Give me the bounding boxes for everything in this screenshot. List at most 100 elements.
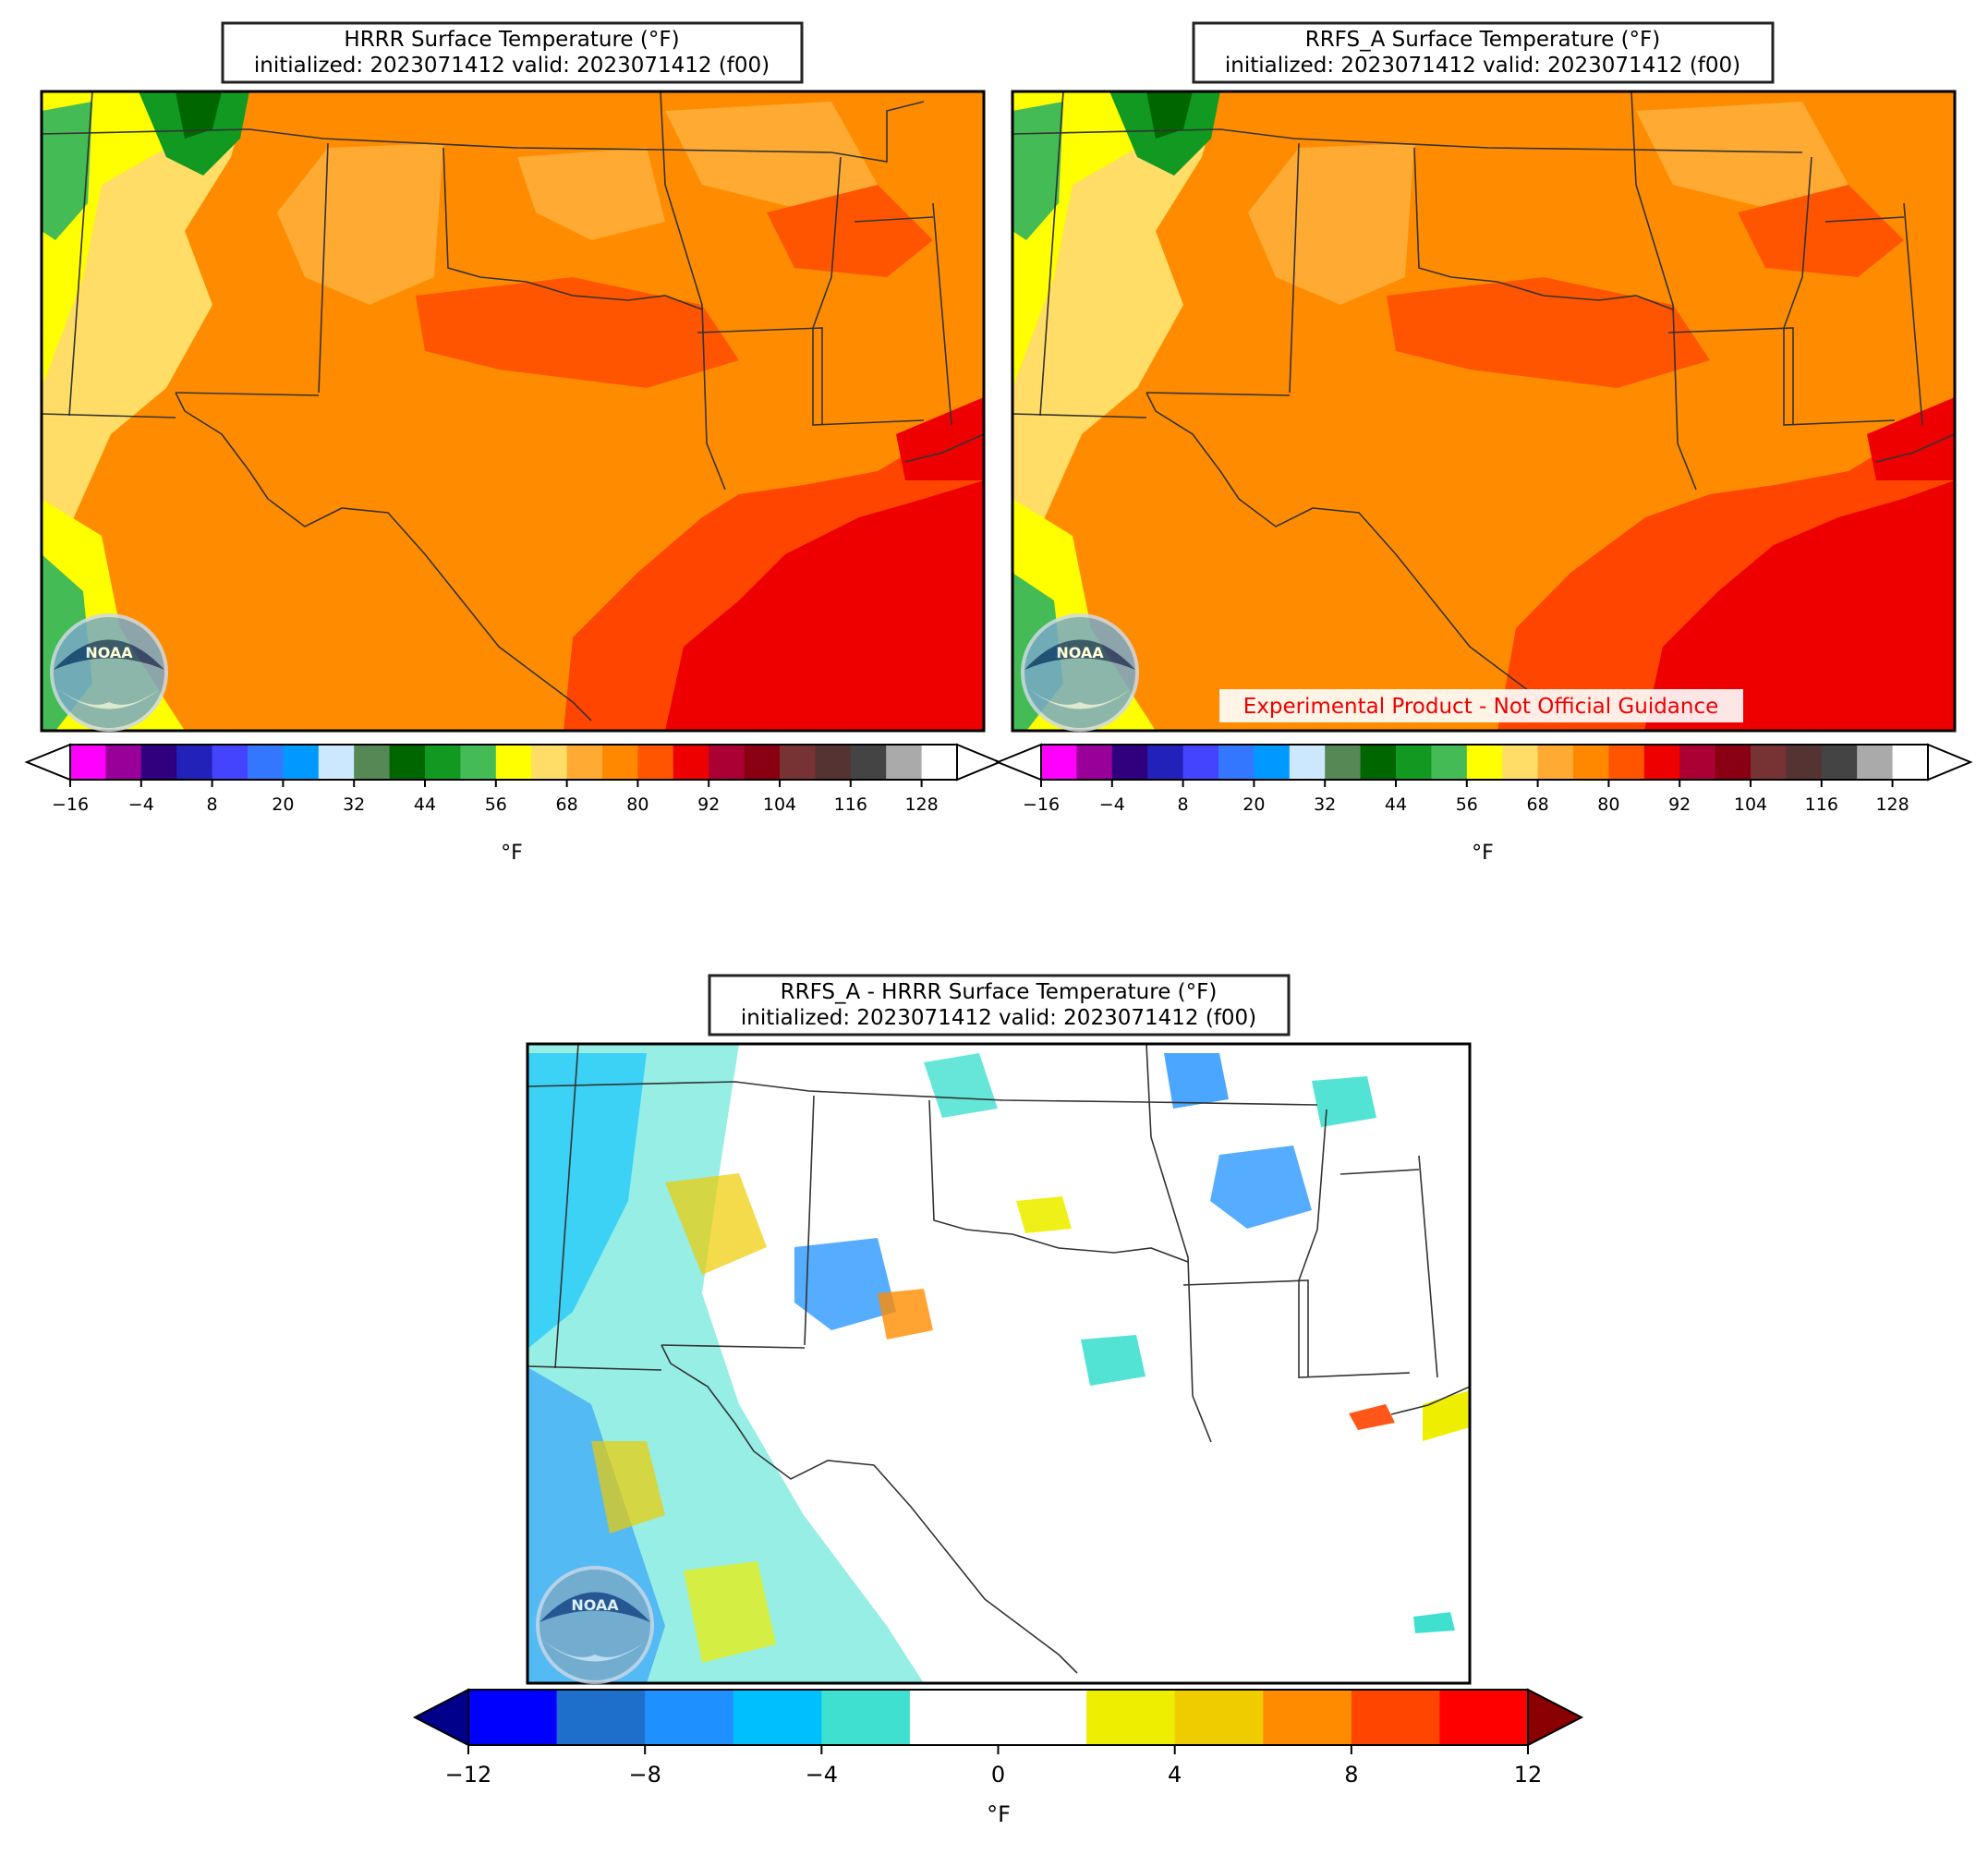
noaa-logo: NOAA: [1021, 613, 1139, 732]
colorbar-tick-label: −16: [1023, 794, 1060, 815]
panel-rrfs: RRFS_A Surface Temperature (°F) initiali…: [995, 21, 1973, 865]
panel-title-box: HRRR Surface Temperature (°F) initialize…: [221, 21, 804, 84]
colorbar-tick-label: 8: [207, 794, 218, 815]
colorbar-over-arrow: [1527, 1688, 1584, 1747]
colorbar-segments: [1041, 745, 1929, 780]
colorbar-segment: [1263, 1690, 1352, 1745]
colorbar-segment: [1289, 745, 1326, 780]
colorbar-tick-label: 8: [1178, 794, 1189, 815]
colorbar-tick-label: 92: [697, 794, 720, 815]
colorbar-tick-label: 56: [1456, 794, 1478, 815]
map-frame: [526, 1042, 1472, 1685]
colorbar-segment: [1182, 745, 1219, 780]
colorbar-segment: [176, 745, 213, 780]
colorbar-tick-label: 104: [763, 794, 796, 815]
colorbar-segment: [744, 745, 781, 780]
colorbar-ticks: −16 −4 8 20 32 44 56 68 80 92 104 116 128: [52, 780, 939, 815]
colorbar-segment: [105, 745, 142, 780]
colorbar-segment: [1147, 745, 1184, 780]
colorbar-segment: [1786, 745, 1823, 780]
map-frame: [1011, 90, 1957, 733]
colorbar-tick-label: 56: [485, 794, 507, 815]
colorbar-tick-label: 32: [1314, 794, 1336, 815]
colorbar: −16 −4 8 20 32 44 56 68 80 92 104 116 128 °F: [995, 743, 1973, 865]
colorbar-segment: [637, 745, 674, 780]
colorbar-tick-label: 68: [1527, 794, 1549, 815]
colorbar-tick-label: 68: [556, 794, 578, 815]
colorbar-segment: [1573, 745, 1609, 780]
panel-title-line2: initialized: 2023071412 valid: 202307141…: [741, 1006, 1256, 1030]
colorbar-segment: [1715, 745, 1752, 780]
colorbar-segment: [1111, 745, 1148, 780]
colorbar-tick-label: 44: [414, 794, 436, 815]
panel-title-box: RRFS_A Surface Temperature (°F) initiali…: [1192, 21, 1775, 84]
map-frame: [40, 90, 986, 733]
colorbar-segment: [645, 1690, 734, 1745]
colorbar-segment: [531, 745, 568, 780]
colorbar-segment: [283, 745, 320, 780]
colorbar-segment: [1396, 745, 1432, 780]
panel-title-line1: RRFS_A - HRRR Surface Temperature (°F): [781, 980, 1218, 1004]
colorbar-under-arrow: [995, 743, 1042, 782]
panel-difference: RRFS_A - HRRR Surface Temperature (°F) i…: [412, 974, 1584, 1827]
colorbar-tick-label: −8: [628, 1762, 661, 1788]
logo-text: NOAA: [571, 1596, 619, 1614]
colorbar-ticks: −12 −8 −4 0 4 8 12: [445, 1745, 1543, 1788]
colorbar-tick-label: 8: [1344, 1762, 1358, 1788]
colorbar-tick-label: 92: [1668, 794, 1691, 815]
logo-text: NOAA: [85, 644, 133, 661]
colorbar-tick-label: −4: [806, 1762, 838, 1788]
colorbar-segment: [921, 745, 958, 780]
noaa-logo: NOAA: [536, 1566, 654, 1684]
colorbar-over-arrow: [1927, 743, 1973, 782]
colorbar-segment: [850, 745, 887, 780]
colorbar-tick-label: −16: [52, 794, 89, 815]
colorbar-tick-label: 4: [1168, 1762, 1182, 1788]
colorbar-unit: °F: [987, 1801, 1011, 1827]
colorbar-segment: [1821, 745, 1858, 780]
colorbar-segment: [140, 745, 177, 780]
colorbar-segments: [468, 1690, 1529, 1745]
colorbar-segment: [1360, 745, 1397, 780]
colorbar-segment: [1254, 745, 1291, 780]
panel-hrrr: HRRR Surface Temperature (°F) initialize…: [24, 21, 1002, 865]
colorbar-tick-label: 128: [1875, 794, 1909, 815]
colorbar-segment: [733, 1690, 822, 1745]
colorbar-segment: [780, 745, 816, 780]
colorbar-tick-label: 12: [1514, 1762, 1543, 1788]
colorbar-segment: [709, 745, 746, 780]
colorbar-segment: [389, 745, 426, 780]
colorbar-segment: [998, 1690, 1087, 1745]
colorbar-segment: [1086, 1690, 1176, 1745]
colorbar-segment: [566, 745, 603, 780]
colorbar-segment: [460, 745, 497, 780]
colorbar-segment: [495, 745, 532, 780]
colorbar-over-arrow: [956, 743, 1002, 782]
colorbar-segment: [1892, 745, 1929, 780]
colorbar-segment: [1076, 745, 1113, 780]
colorbar-tick-label: 20: [1242, 794, 1265, 815]
colorbar-segment: [1325, 745, 1362, 780]
colorbar-segment: [909, 1690, 999, 1745]
colorbar-segment: [556, 1690, 646, 1745]
colorbar-tick-label: 104: [1734, 794, 1767, 815]
colorbar-segments: [70, 745, 958, 780]
colorbar-segment: [1041, 745, 1077, 780]
colorbar-unit: °F: [1472, 842, 1494, 865]
colorbar-segment: [602, 745, 638, 780]
colorbar-segment: [1351, 1690, 1440, 1745]
colorbar-segment: [1431, 745, 1468, 780]
colorbar: −16 −4 8 20 32 44 56 68 80 92 104 116 128 °F: [24, 743, 1002, 865]
difference-map: [527, 1044, 1470, 1683]
colorbar-tick-label: 116: [1805, 794, 1838, 815]
colorbar-tick-label: −4: [1099, 794, 1125, 815]
colorbar-segment: [886, 745, 923, 780]
temperature-map: [1012, 91, 1955, 731]
colorbar-tick-label: −12: [445, 1762, 492, 1788]
colorbar-segment: [248, 745, 284, 780]
colorbar-segment: [468, 1690, 558, 1745]
panel-title-line1: RRFS_A Surface Temperature (°F): [1305, 28, 1661, 52]
colorbar-segment: [70, 745, 106, 780]
colorbar-segment: [1439, 1690, 1529, 1745]
colorbar-under-arrow: [24, 743, 71, 782]
